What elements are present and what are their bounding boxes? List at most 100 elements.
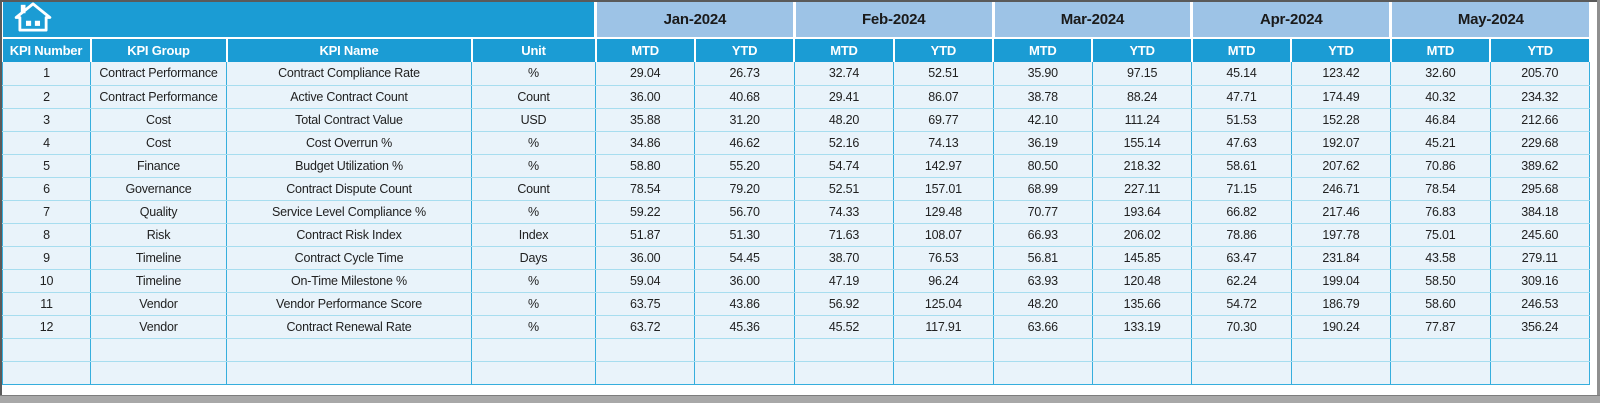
empty-cell[interactable] <box>1490 338 1590 362</box>
value-cell[interactable]: 47.71 <box>1191 85 1292 109</box>
value-cell[interactable]: 96.24 <box>893 269 994 293</box>
kpi-name-cell[interactable]: Contract Renewal Rate <box>226 315 472 339</box>
kpi-group-cell[interactable]: Contract Performance <box>90 85 227 109</box>
value-cell[interactable]: 309.16 <box>1490 269 1590 293</box>
kpi-name-cell[interactable]: Vendor Performance Score <box>226 292 472 316</box>
empty-cell[interactable] <box>595 361 696 385</box>
value-cell[interactable]: 52.51 <box>794 177 895 201</box>
value-cell[interactable]: 59.04 <box>595 269 696 293</box>
value-cell[interactable]: 133.19 <box>1092 315 1193 339</box>
value-cell[interactable]: 295.68 <box>1490 177 1590 201</box>
kpi-number-cell[interactable]: 2 <box>2 85 91 109</box>
value-cell[interactable]: 63.47 <box>1191 246 1292 270</box>
unit-cell[interactable]: % <box>471 292 596 316</box>
value-cell[interactable]: 71.63 <box>794 223 895 247</box>
value-cell[interactable]: 32.60 <box>1390 62 1491 86</box>
unit-cell[interactable]: % <box>471 269 596 293</box>
value-cell[interactable]: 76.53 <box>893 246 994 270</box>
value-cell[interactable]: 54.74 <box>794 154 895 178</box>
unit-cell[interactable]: % <box>471 131 596 155</box>
empty-cell[interactable] <box>794 338 895 362</box>
value-cell[interactable]: 54.72 <box>1191 292 1292 316</box>
value-cell[interactable]: 66.82 <box>1191 200 1292 224</box>
value-cell[interactable]: 48.20 <box>794 108 895 132</box>
empty-cell[interactable] <box>226 361 472 385</box>
unit-cell[interactable]: USD <box>471 108 596 132</box>
value-cell[interactable]: 231.84 <box>1291 246 1392 270</box>
value-cell[interactable]: 356.24 <box>1490 315 1590 339</box>
value-cell[interactable]: 71.15 <box>1191 177 1292 201</box>
kpi-number-cell[interactable]: 1 <box>2 62 91 86</box>
value-cell[interactable]: 111.24 <box>1092 108 1193 132</box>
empty-cell[interactable] <box>993 361 1093 385</box>
value-cell[interactable]: 79.20 <box>694 177 795 201</box>
value-cell[interactable]: 227.11 <box>1092 177 1193 201</box>
value-cell[interactable]: 206.02 <box>1092 223 1193 247</box>
value-cell[interactable]: 78.54 <box>595 177 696 201</box>
value-cell[interactable]: 51.53 <box>1191 108 1292 132</box>
value-cell[interactable]: 43.58 <box>1390 246 1491 270</box>
value-cell[interactable]: 43.86 <box>694 292 795 316</box>
value-cell[interactable]: 36.00 <box>694 269 795 293</box>
value-cell[interactable]: 46.62 <box>694 131 795 155</box>
value-cell[interactable]: 56.81 <box>993 246 1093 270</box>
value-cell[interactable]: 135.66 <box>1092 292 1193 316</box>
value-cell[interactable]: 157.01 <box>893 177 994 201</box>
value-cell[interactable]: 74.13 <box>893 131 994 155</box>
value-cell[interactable]: 56.70 <box>694 200 795 224</box>
value-cell[interactable]: 56.92 <box>794 292 895 316</box>
value-cell[interactable]: 45.52 <box>794 315 895 339</box>
empty-cell[interactable] <box>90 338 227 362</box>
unit-cell[interactable]: Count <box>471 177 596 201</box>
value-cell[interactable]: 117.91 <box>893 315 994 339</box>
value-cell[interactable]: 42.10 <box>993 108 1093 132</box>
empty-cell[interactable] <box>2 338 91 362</box>
value-cell[interactable]: 76.83 <box>1390 200 1491 224</box>
value-cell[interactable]: 31.20 <box>694 108 795 132</box>
value-cell[interactable]: 58.60 <box>1390 292 1491 316</box>
value-cell[interactable]: 186.79 <box>1291 292 1392 316</box>
unit-cell[interactable]: % <box>471 315 596 339</box>
empty-cell[interactable] <box>893 338 994 362</box>
value-cell[interactable]: 63.93 <box>993 269 1093 293</box>
value-cell[interactable]: 47.19 <box>794 269 895 293</box>
value-cell[interactable]: 58.80 <box>595 154 696 178</box>
value-cell[interactable]: 45.36 <box>694 315 795 339</box>
empty-cell[interactable] <box>595 338 696 362</box>
value-cell[interactable]: 108.07 <box>893 223 994 247</box>
value-cell[interactable]: 66.93 <box>993 223 1093 247</box>
value-cell[interactable]: 174.49 <box>1291 85 1392 109</box>
home-button[interactable] <box>14 2 52 32</box>
value-cell[interactable]: 29.41 <box>794 85 895 109</box>
value-cell[interactable]: 70.86 <box>1390 154 1491 178</box>
empty-cell[interactable] <box>1390 338 1491 362</box>
unit-cell[interactable]: Index <box>471 223 596 247</box>
value-cell[interactable]: 152.28 <box>1291 108 1392 132</box>
value-cell[interactable]: 46.84 <box>1390 108 1491 132</box>
value-cell[interactable]: 40.32 <box>1390 85 1491 109</box>
value-cell[interactable]: 70.77 <box>993 200 1093 224</box>
kpi-group-cell[interactable]: Contract Performance <box>90 62 227 86</box>
value-cell[interactable]: 123.42 <box>1291 62 1392 86</box>
value-cell[interactable]: 245.60 <box>1490 223 1590 247</box>
value-cell[interactable]: 155.14 <box>1092 131 1193 155</box>
empty-cell[interactable] <box>1291 338 1392 362</box>
unit-cell[interactable]: % <box>471 200 596 224</box>
value-cell[interactable]: 279.11 <box>1490 246 1590 270</box>
kpi-name-cell[interactable]: Contract Compliance Rate <box>226 62 472 86</box>
kpi-name-cell[interactable]: On-Time Milestone % <box>226 269 472 293</box>
value-cell[interactable]: 68.99 <box>993 177 1093 201</box>
value-cell[interactable]: 75.01 <box>1390 223 1491 247</box>
value-cell[interactable]: 52.51 <box>893 62 994 86</box>
value-cell[interactable]: 45.21 <box>1390 131 1491 155</box>
kpi-number-cell[interactable]: 10 <box>2 269 91 293</box>
value-cell[interactable]: 246.53 <box>1490 292 1590 316</box>
kpi-group-cell[interactable]: Vendor <box>90 315 227 339</box>
value-cell[interactable]: 205.70 <box>1490 62 1590 86</box>
kpi-number-cell[interactable]: 7 <box>2 200 91 224</box>
value-cell[interactable]: 51.87 <box>595 223 696 247</box>
value-cell[interactable]: 80.50 <box>993 154 1093 178</box>
value-cell[interactable]: 48.20 <box>993 292 1093 316</box>
value-cell[interactable]: 120.48 <box>1092 269 1193 293</box>
value-cell[interactable]: 38.78 <box>993 85 1093 109</box>
